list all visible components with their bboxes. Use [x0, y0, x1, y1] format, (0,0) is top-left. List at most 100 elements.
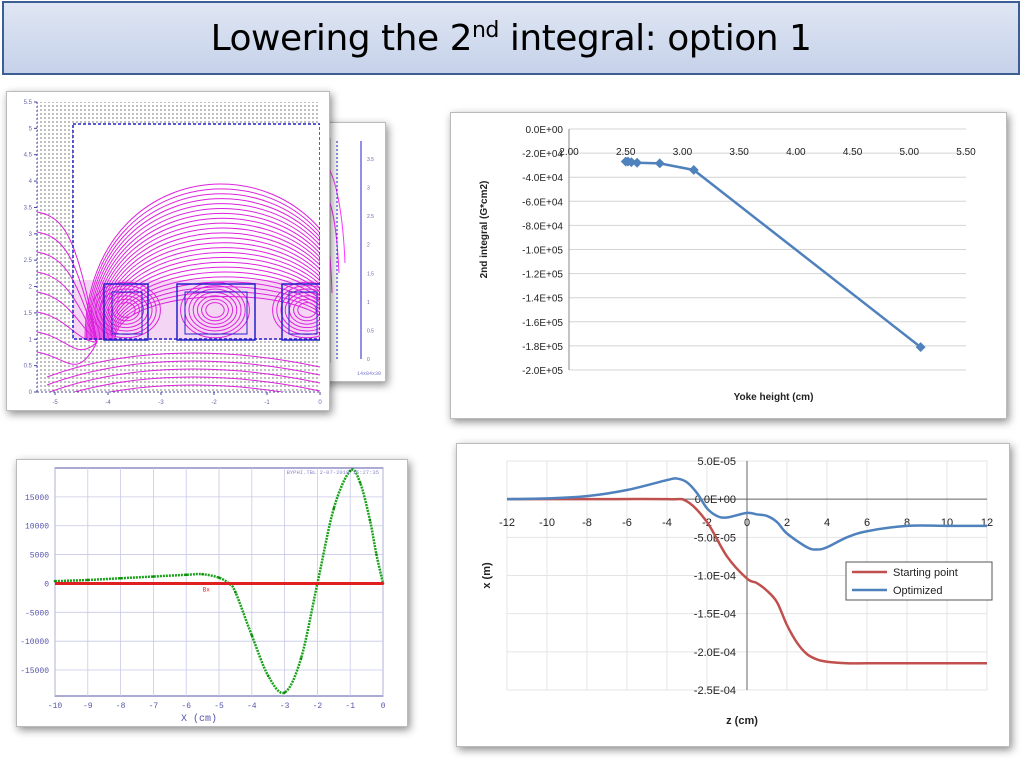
- integral-ytick: -2.0E+05: [522, 366, 563, 377]
- trajectory-ytick: -2.5E-04: [694, 685, 736, 697]
- field-map-back-ytick: 0: [367, 357, 370, 363]
- integral-ytick: -8.0E+04: [522, 221, 563, 232]
- field-map-front-panel: 0 0.5 1 1.5 2 2.5 3 3.5 4 4.5 5 5.5 -5 -4 -3 -2 -1 0: [6, 91, 330, 411]
- profile-xtick: -3: [280, 702, 290, 711]
- field-map-ytick: 0: [29, 390, 33, 396]
- integral-xtick: 3.50: [729, 147, 749, 158]
- integral-xtick: 3.00: [673, 147, 693, 158]
- profile-data-point: [53, 579, 57, 583]
- profile-data-point: [266, 674, 270, 678]
- field-line: [96, 227, 320, 341]
- profile-header: BYPHI.TBL 2-07-2019 15:27:35: [287, 469, 379, 476]
- title-main: Lowering the 2: [210, 17, 473, 59]
- field-map-footer: 14x84x30: [357, 371, 381, 377]
- integral-ytick: -1.6E+05: [522, 318, 563, 329]
- field-map-back-ytick: 2: [367, 243, 370, 249]
- field-map-ytick: 1: [29, 337, 33, 343]
- profile-ytick: 15000: [25, 494, 49, 503]
- field-line: [109, 276, 320, 341]
- field-line: [37, 311, 98, 343]
- field-line: [37, 291, 98, 343]
- profile-data-point: [86, 578, 90, 582]
- field-map-back-panel: 0 0.5 1 1.5 2 2.5 3 3.5 14x84x30: [322, 122, 386, 382]
- field-profile-chart: -10 -9 -8 -7 -6 -5 -4 -3 -2 -1 0150001000050000-50…: [20, 467, 386, 725]
- profile-xtick: -4: [247, 702, 257, 711]
- field-map-ytick: 5: [29, 126, 33, 132]
- field-line: [47, 393, 320, 410]
- field-line: [205, 302, 225, 318]
- profile-xtick: -6: [181, 702, 191, 711]
- field-line: [48, 368, 320, 392]
- legend-label: Starting point: [893, 567, 958, 579]
- profile-data-point: [375, 553, 378, 556]
- field-line: [112, 298, 140, 322]
- trajectory-xtick: 12: [981, 517, 993, 529]
- field-line: [114, 296, 320, 341]
- trajectory-xtick: -10: [539, 517, 555, 529]
- integral-data-point: [632, 157, 643, 168]
- field-map-ytick: 2.5: [24, 258, 33, 264]
- trajectory-ylabel: x (m): [481, 562, 493, 589]
- field-map-back-ytick: 0.5: [367, 328, 374, 334]
- profile-data-point: [332, 507, 336, 510]
- integral-xtick: 2.50: [616, 147, 636, 158]
- field-line: [37, 341, 98, 365]
- integral-data-point: [654, 158, 665, 169]
- trajectory-series-line: [506, 477, 987, 551]
- profile-data-point: [358, 481, 362, 484]
- trajectory-ytick: 5.0E-05: [697, 456, 736, 468]
- profile-ytick: -10000: [20, 638, 49, 647]
- profile-marker-label: Bx: [203, 586, 211, 593]
- profile-data-point: [201, 572, 204, 576]
- field-map-ytick: 4: [29, 179, 33, 185]
- field-map-back-ytick: 1: [367, 300, 370, 306]
- profile-xtick: -8: [116, 702, 126, 711]
- trajectory-series-line: [507, 497, 987, 665]
- integral-data-point: [688, 165, 699, 175]
- profile-data-point: [119, 576, 122, 580]
- integral-ytick: -1.8E+05: [522, 342, 563, 353]
- integral-ytick: -2.0E+04: [522, 149, 563, 160]
- profile-data-point: [234, 590, 237, 594]
- profile-data-point: [299, 657, 303, 660]
- integral-ytick: 0.0E+00: [525, 125, 563, 136]
- field-line: [46, 360, 320, 386]
- field-line: [37, 231, 98, 343]
- field-line: [93, 217, 320, 341]
- trajectory-ytick: 0.0E+00: [695, 494, 736, 506]
- field-line: [104, 256, 320, 341]
- field-line: [107, 384, 286, 392]
- profile-data-point: [368, 518, 372, 522]
- profile-xlabel: X (cm): [181, 713, 217, 725]
- integral-data-point: [915, 342, 926, 353]
- field-line: [37, 271, 98, 343]
- field-line: [88, 198, 320, 341]
- field-map-ytick: 1.5: [24, 311, 33, 317]
- field-line: [188, 288, 242, 332]
- profile-data-point: [250, 634, 254, 637]
- integral-series-line: [625, 160, 922, 349]
- profile-xtick: -9: [83, 702, 93, 711]
- field-line: [87, 193, 320, 341]
- field-line: [110, 281, 320, 341]
- field-line: [97, 232, 320, 341]
- field-map-xtick: -4: [105, 400, 111, 406]
- trajectory-ytick: -2.0E-04: [694, 647, 736, 659]
- field-map-ytick: 5.5: [24, 100, 33, 106]
- field-line: [102, 251, 320, 341]
- field-map-back-ytick: 2.5: [367, 214, 374, 220]
- profile-ytick: 0: [44, 580, 49, 589]
- integral-xtick: 5.00: [900, 147, 920, 158]
- field-profile-panel: -10 -9 -8 -7 -6 -5 -4 -3 -2 -1 0 15000 10000 5000 0 -50…: [16, 459, 408, 727]
- trajectory-xtick: -12: [499, 517, 515, 529]
- profile-series-line: [54, 468, 385, 695]
- profile-data-point: [348, 469, 352, 473]
- trajectory-chart: 5.0E-05 0.0E+00 -5.0E-05 -1.0E-04 -1.5E-04 -2…: [481, 456, 993, 727]
- field-map-back-ytick: 3.5: [367, 157, 374, 163]
- integral-ytick: -6.0E+04: [522, 197, 563, 208]
- trajectory-xtick: 2: [784, 517, 790, 529]
- field-line: [73, 376, 320, 392]
- profile-xtick: -7: [149, 702, 159, 711]
- trajectory-legend: Starting point Optimized: [845, 561, 993, 601]
- profile-xtick: -2: [313, 702, 323, 711]
